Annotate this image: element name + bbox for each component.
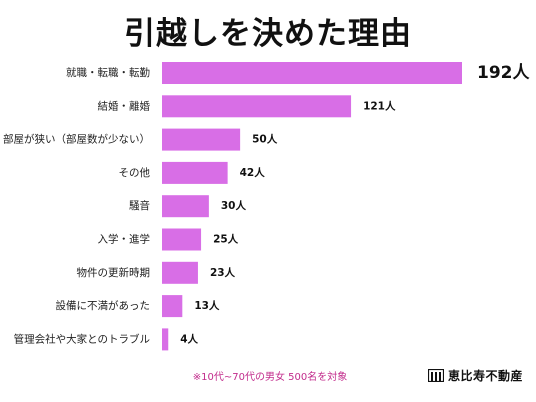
bar — [162, 161, 228, 184]
value-label: 4人 — [180, 332, 198, 345]
footnote: ※10代~70代の男女 500名を対象 — [192, 372, 348, 383]
category-label: 騒音 — [129, 199, 150, 212]
chart-title: 引越しを決めた理由 — [124, 16, 412, 52]
building-logo-icon — [428, 368, 444, 382]
value-label: 50人 — [252, 133, 278, 146]
value-label: 42人 — [240, 166, 266, 179]
category-label: 結婚・離婚 — [98, 99, 151, 112]
value-label: 121人 — [363, 99, 396, 112]
bar — [162, 261, 198, 284]
bar — [162, 295, 183, 318]
category-label: 就職・転職・転勤 — [66, 66, 150, 79]
company-logo: 恵比寿不動産 — [428, 367, 523, 383]
category-label: 部屋が狭い（部屋数が少ない） — [3, 133, 150, 146]
category-label: その他 — [119, 166, 151, 179]
bar — [162, 128, 241, 151]
category-label: 物件の更新時期 — [77, 266, 151, 279]
category-label: 管理会社や大家とのトラブル — [14, 332, 150, 345]
category-label: 設備に不満があった — [56, 299, 151, 312]
value-label: 23人 — [210, 266, 236, 279]
value-label: 13人 — [194, 299, 220, 312]
value-label: 30人 — [221, 199, 247, 212]
company-name: 恵比寿不動産 — [448, 368, 524, 383]
bar — [162, 328, 169, 351]
value-label: 25人 — [213, 233, 239, 246]
bar — [162, 95, 352, 118]
bar — [162, 195, 209, 218]
category-label: 入学・進学 — [98, 233, 151, 246]
value-label: 192人 — [477, 63, 530, 83]
bar — [162, 62, 462, 84]
bar — [162, 228, 202, 251]
